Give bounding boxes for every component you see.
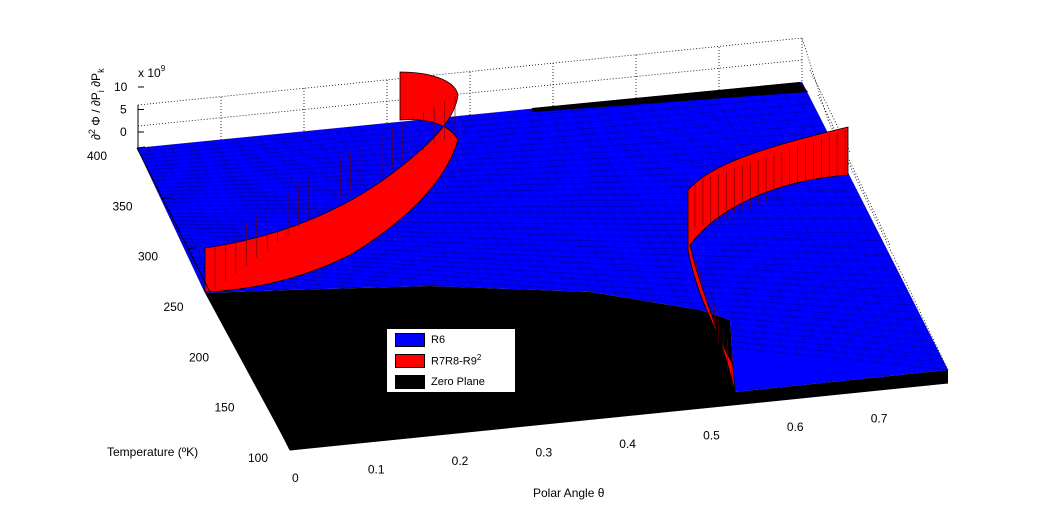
- z-tick-label: 5: [120, 103, 127, 117]
- legend-label-r6: R6: [431, 333, 446, 346]
- x-tick-mark: [789, 390, 794, 399]
- legend-label-r7: R7R8-R92: [431, 353, 482, 368]
- z-ticks: 0 5 10: [114, 80, 144, 139]
- y-tick-mark: [187, 247, 197, 250]
- y-tick-label: 350: [113, 199, 133, 213]
- x-ticks: 0 0.1 0.2 0.3 0.4 0.5 0.6 0.7: [286, 382, 888, 485]
- surface-mesh-line: [145, 117, 821, 167]
- y-tick-label: 150: [215, 401, 235, 415]
- y-tick-mark: [289, 448, 299, 451]
- legend: R6 R7R8-R92 Zero Plane: [386, 328, 516, 393]
- surface-mesh-line: [152, 146, 835, 181]
- x-axis-label: Polar Angle θ: [533, 486, 605, 500]
- y-tick-mark: [136, 146, 146, 149]
- y-tick-mark: [238, 347, 248, 350]
- x-tick-mark: [454, 424, 459, 434]
- x-tick-label: 0: [292, 471, 299, 485]
- surface-mesh-line: [167, 211, 868, 214]
- surface-mesh-line: [165, 204, 865, 210]
- x-tick-label: 0.1: [368, 462, 385, 476]
- x-tick-label: 0.7: [871, 411, 888, 425]
- y-tick-label: 250: [164, 300, 184, 314]
- x-axis: [289, 382, 949, 451]
- x-tick-label: 0.2: [452, 454, 469, 468]
- r7-surface: [204, 71, 849, 393]
- y-ticks: 100 150 200 250 300 350 400: [87, 146, 299, 465]
- y-tick-label: 300: [138, 250, 158, 264]
- x-tick-mark: [537, 416, 542, 425]
- y-tick-mark: [264, 398, 273, 401]
- surface-mesh-line: [153, 153, 839, 185]
- z-tick-label: 10: [114, 80, 128, 94]
- legend-swatch-zero-plane: [395, 374, 425, 389]
- y-tick-label: 400: [87, 149, 107, 163]
- y-tick-label: 100: [248, 451, 268, 465]
- z-axis-label: ∂2 Φ / ∂Pi ∂Pk: [87, 68, 106, 140]
- legend-swatch-r6: [395, 332, 425, 347]
- x-tick-label: 0.3: [535, 445, 552, 459]
- surface-mesh-line: [142, 103, 813, 160]
- legend-swatch-r7: [395, 353, 425, 368]
- z-exponent-label: x 109: [138, 64, 166, 80]
- surface-mesh-line: [148, 132, 828, 174]
- surface-mesh-line: [191, 263, 919, 313]
- legend-item-zero-plane: Zero Plane: [387, 371, 515, 392]
- legend-item-r7: R7R8-R92: [387, 350, 515, 371]
- x-tick-label: 0.6: [787, 420, 804, 434]
- surface-mesh-line: [172, 223, 879, 234]
- y-tick-mark: [213, 297, 222, 300]
- x-tick-mark: [873, 382, 878, 391]
- surface-mesh-line: [147, 125, 824, 170]
- x-tick-mark: [621, 407, 626, 417]
- y-axis-label: Temperature (ºK): [107, 445, 198, 459]
- x-tick-mark: [286, 441, 291, 451]
- x-tick-mark: [370, 433, 375, 442]
- zero-plane: [205, 82, 948, 450]
- surface-mesh-line: [143, 110, 817, 163]
- x-tick-label: 0.4: [619, 437, 636, 451]
- surface-mesh-line: [169, 216, 872, 220]
- x-tick-label: 0.5: [703, 428, 720, 442]
- y-tick-label: 200: [189, 350, 209, 364]
- legend-label-zero-plane: Zero Plane: [431, 375, 485, 388]
- surface-mesh-line: [140, 96, 810, 156]
- z-tick-label: 0: [120, 125, 127, 139]
- legend-item-r6: R6: [387, 329, 515, 350]
- y-tick-mark: [162, 196, 171, 199]
- x-tick-mark: [705, 399, 710, 408]
- surface-mesh-line: [150, 139, 832, 178]
